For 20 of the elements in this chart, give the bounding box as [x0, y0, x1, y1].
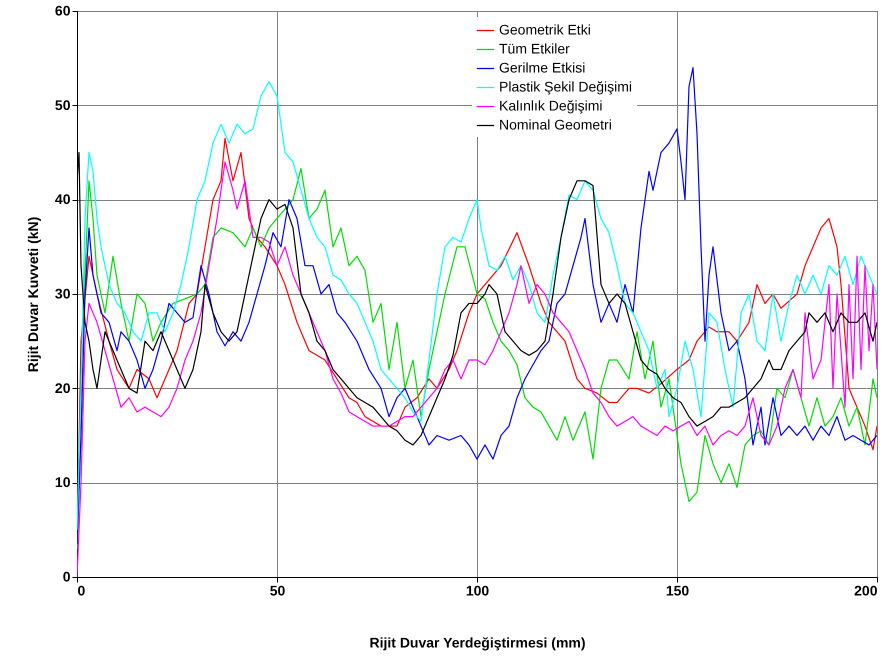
x-tick-label: 200	[854, 582, 878, 598]
x-tick-label: 50	[270, 582, 286, 598]
x-tick-label: 150	[666, 582, 690, 598]
y-tick-label: 0	[62, 568, 71, 584]
y-tick-label: 10	[54, 474, 71, 490]
x-axis-title: Rijit Duvar Yerdeğiştirmesi (mm)	[369, 634, 586, 650]
legend-label: Tüm Etkiler	[499, 40, 570, 56]
y-tick-label: 40	[54, 191, 71, 208]
legend-label: Geometrik Etki	[499, 22, 591, 38]
x-tick-label: 0	[78, 582, 86, 598]
y-tick-label: 20	[54, 380, 71, 396]
y-tick-label: 30	[54, 286, 71, 302]
y-tick-label: 60	[54, 2, 71, 18]
legend-label: Gerilme Etkisi	[499, 60, 586, 76]
y-tick-label: 50	[54, 96, 71, 113]
x-tick-label: 100	[466, 582, 490, 598]
y-axis-title: Rijit Duvar Kuvveti (kN)	[24, 216, 41, 372]
legend-label: Kalınlık Değişimi	[499, 98, 602, 114]
legend-label: Plastik Şekil Değişimi	[499, 78, 632, 94]
legend-label: Nominal Geometri	[499, 116, 612, 132]
